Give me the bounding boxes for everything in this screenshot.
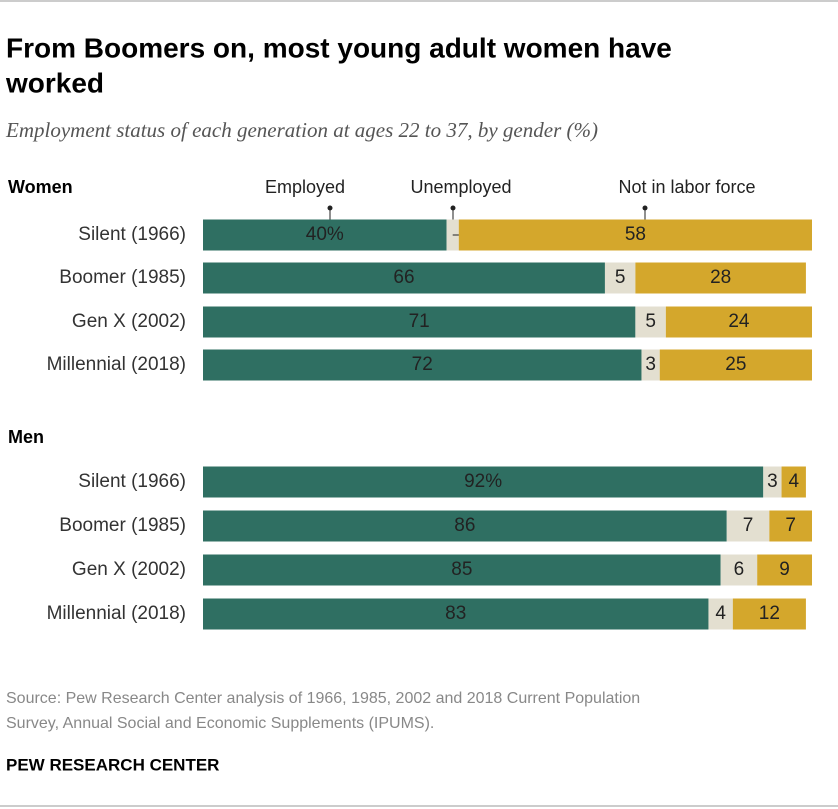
chart-title-line: worked xyxy=(5,67,104,98)
value-label: 86 xyxy=(454,515,475,536)
bar-segment xyxy=(641,349,660,381)
value-label: 7 xyxy=(743,515,754,536)
bar-segment xyxy=(708,598,733,630)
bar-segment xyxy=(781,466,806,498)
value-label: 66 xyxy=(393,267,414,288)
bar-segment xyxy=(203,598,709,630)
value-label: 72 xyxy=(412,354,433,375)
value-label: 5 xyxy=(645,311,656,332)
legend-dot xyxy=(642,205,648,211)
category-label: Boomer (1985) xyxy=(59,267,186,288)
category-label: Gen X (2002) xyxy=(72,559,186,580)
value-label: 92% xyxy=(464,471,502,492)
bar-segment xyxy=(635,262,806,294)
value-label: 3 xyxy=(645,354,656,375)
value-label: 40% xyxy=(306,224,344,245)
bar-segment xyxy=(635,306,666,338)
value-label: 28 xyxy=(710,267,731,288)
chart-subtitle: Employment status of each generation at … xyxy=(5,118,598,142)
category-label: Boomer (1985) xyxy=(59,515,186,536)
value-label: 4 xyxy=(715,603,726,624)
value-label: 5 xyxy=(615,267,626,288)
bar-segment xyxy=(659,349,812,381)
bar-segment xyxy=(203,554,721,586)
value-label: 83 xyxy=(445,603,466,624)
value-label: 3 xyxy=(767,471,778,492)
legend-label: Employed xyxy=(265,177,345,197)
panel-title: Men xyxy=(8,427,44,447)
bar-segment xyxy=(203,510,727,542)
bar-segment xyxy=(665,306,812,338)
value-label: 7 xyxy=(785,515,796,536)
value-label: 71 xyxy=(409,311,430,332)
legend-label: Unemployed xyxy=(410,177,511,197)
bar-segment xyxy=(203,349,642,381)
bar-segment xyxy=(720,554,758,586)
value-label: 9 xyxy=(779,559,790,580)
bar-segment xyxy=(203,306,636,338)
value-label: 12 xyxy=(759,603,780,624)
bar-segment xyxy=(732,598,806,630)
category-label: Silent (1966) xyxy=(78,224,186,245)
bar-segment xyxy=(763,466,782,498)
category-label: Millennial (2018) xyxy=(47,354,186,375)
legend-dot xyxy=(450,205,456,211)
bar-segment xyxy=(757,554,812,586)
value-label: 24 xyxy=(728,311,750,332)
category-label: Millennial (2018) xyxy=(47,603,186,624)
category-label: Gen X (2002) xyxy=(72,311,186,332)
legend-label: Not in labor force xyxy=(618,177,755,197)
source-line: Source: Pew Research Center analysis of … xyxy=(6,690,640,707)
value-label: 85 xyxy=(451,559,472,580)
source-line: Survey, Annual Social and Economic Suppl… xyxy=(6,715,434,732)
bar-segment xyxy=(458,219,812,251)
bar-segment xyxy=(769,510,812,542)
value-label: 4 xyxy=(788,471,799,492)
value-label: 6 xyxy=(734,559,745,580)
value-label: 58 xyxy=(625,224,646,245)
legend-dot xyxy=(327,205,333,211)
bar-segment xyxy=(203,262,605,294)
bar-segment xyxy=(604,262,636,294)
chart-title-line: From Boomers on, most young adult women … xyxy=(6,32,672,63)
panel-title: Women xyxy=(8,177,73,197)
credit: PEW RESEARCH CENTER xyxy=(6,755,219,774)
bar-segment xyxy=(203,219,447,251)
bar-segment xyxy=(203,466,764,498)
category-label: Silent (1966) xyxy=(78,471,186,492)
value-label: 25 xyxy=(725,354,746,375)
bar-segment xyxy=(726,510,770,542)
